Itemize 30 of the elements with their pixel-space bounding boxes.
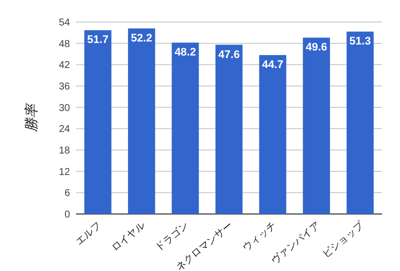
y-tick-label: 30	[58, 102, 70, 114]
data-label: 51.7	[87, 34, 109, 46]
y-tick-label: 18	[58, 146, 70, 156]
data-label: 49.6	[306, 42, 328, 54]
x-tick-label: エルフ	[74, 220, 104, 248]
y-tick-label: 0	[64, 210, 70, 220]
data-label: 52.2	[130, 32, 152, 44]
y-tick-label: 6	[64, 188, 70, 200]
bar	[84, 30, 112, 214]
data-label: 48.2	[174, 46, 196, 59]
y-tick-label: 42	[58, 60, 70, 72]
data-label: 51.3	[349, 36, 371, 48]
data-label: 44.7	[262, 59, 284, 72]
x-tick-label: ドラゴン	[152, 219, 192, 254]
bar	[128, 28, 156, 214]
x-tick-label: ビショップ	[320, 218, 367, 260]
bar	[302, 38, 330, 214]
bar	[172, 42, 199, 214]
y-tick-label: 54	[58, 18, 70, 28]
y-tick-label: 48	[58, 38, 70, 50]
y-tick-label: 12	[58, 166, 70, 178]
x-tick-label: ウィッチ	[240, 220, 279, 254]
bar	[215, 44, 243, 214]
x-tick-label: ロイヤル	[110, 220, 148, 254]
data-label: 47.6	[218, 48, 240, 61]
y-tick-label: 24	[58, 124, 70, 136]
bar	[259, 55, 286, 214]
y-axis-title: 勝率	[23, 102, 39, 132]
y-tick-label: 36	[58, 82, 70, 92]
bar	[346, 32, 374, 214]
